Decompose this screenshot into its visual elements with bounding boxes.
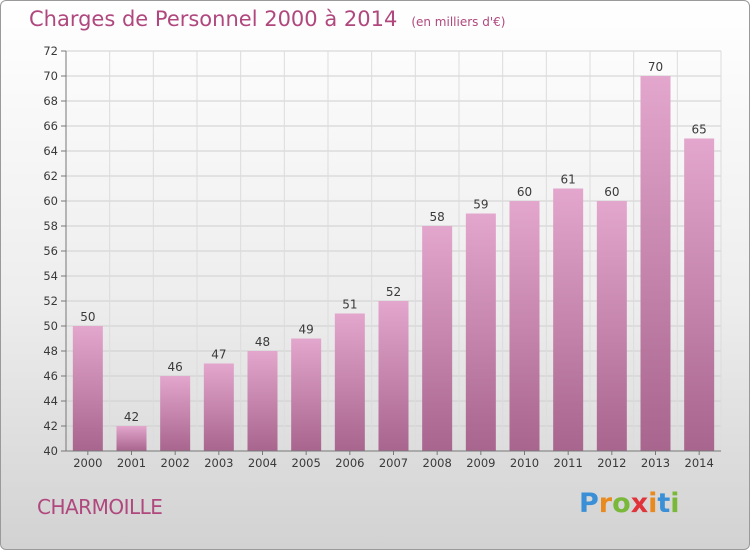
bar-2004	[247, 351, 278, 451]
logo-letter: i	[670, 488, 680, 519]
y-tick-label: 72	[43, 44, 58, 58]
x-tick-label-2000: 2000	[73, 456, 102, 470]
logo-letter: x	[630, 488, 649, 519]
bar-2014	[684, 138, 715, 451]
y-tick-label: 68	[43, 94, 58, 108]
axes: 40 42 44 46 48 50 52 54 56 58 60 62 64 66 68 70 72 2000 20…	[43, 44, 721, 470]
bar-2011	[553, 188, 584, 451]
y-tick-label: 62	[43, 169, 58, 183]
y-tick-label: 46	[43, 369, 58, 383]
bar-2008	[422, 226, 453, 451]
value-label-2008: 58	[430, 210, 445, 224]
y-tick-label: 50	[43, 319, 58, 333]
value-label-2013: 70	[648, 60, 663, 74]
value-label-2014: 65	[692, 123, 707, 137]
x-tick-label-2010: 2010	[510, 456, 539, 470]
value-label-2012: 60	[604, 185, 619, 199]
x-tick-label-2005: 2005	[292, 456, 321, 470]
x-tick-label-2013: 2013	[641, 456, 670, 470]
bar-2003	[203, 363, 234, 451]
title-line: Charges de Personnel 2000 à 2014 (en mill…	[29, 7, 505, 31]
x-tick-label-2014: 2014	[685, 456, 714, 470]
logo-letter: i	[648, 488, 658, 519]
x-tick-label-2007: 2007	[379, 456, 408, 470]
value-label-2006: 51	[342, 298, 357, 312]
value-label-2004: 48	[255, 335, 270, 349]
y-tick-label: 60	[43, 194, 58, 208]
x-tick-label-2004: 2004	[248, 456, 277, 470]
chart-title: Charges de Personnel 2000 à 2014	[29, 7, 398, 31]
bar-2010	[509, 201, 540, 451]
y-tick-label: 40	[43, 444, 58, 458]
x-tick-label-2002: 2002	[161, 456, 190, 470]
value-label-2010: 60	[517, 185, 532, 199]
commune-name: CHARMOILLE	[37, 495, 163, 519]
x-tick-label-2009: 2009	[466, 456, 495, 470]
value-label-2003: 47	[211, 348, 226, 362]
value-label-2011: 61	[561, 173, 576, 187]
y-tick-label: 66	[43, 119, 58, 133]
value-label-2005: 49	[299, 323, 314, 337]
value-label-2002: 46	[168, 360, 183, 374]
y-tick-label: 42	[43, 419, 58, 433]
logo-letter: r	[598, 488, 613, 519]
x-tick-label-2003: 2003	[204, 456, 233, 470]
bar-2002	[160, 376, 191, 451]
bar-2013	[640, 76, 671, 451]
bars: 50 42 46 47 48 49 51 52 58 59 60 61 60 70 65	[72, 60, 715, 451]
logo-letter: o	[612, 488, 631, 519]
value-label-2000: 50	[80, 310, 95, 324]
value-label-2001: 42	[124, 410, 139, 424]
y-tick-label: 64	[43, 144, 58, 158]
x-tick-label-2001: 2001	[117, 456, 146, 470]
y-tick-label: 52	[43, 294, 58, 308]
value-label-2007: 52	[386, 285, 401, 299]
y-tick-label: 56	[43, 244, 58, 258]
bar-2006	[334, 313, 365, 451]
bar-2009	[465, 213, 496, 451]
x-tick-label-2006: 2006	[335, 456, 364, 470]
proxiti-logo: Proxiti	[579, 488, 680, 519]
y-tick-label: 44	[43, 394, 58, 408]
chart-subtitle: (en milliers d'€)	[411, 15, 506, 29]
x-tick-label-2008: 2008	[423, 456, 452, 470]
y-tick-label: 48	[43, 344, 58, 358]
bar-2005	[291, 338, 322, 451]
bar-2001	[116, 426, 147, 451]
bar-2000	[72, 326, 103, 451]
x-tick-label-2012: 2012	[597, 456, 626, 470]
logo-letter: P	[579, 488, 599, 519]
y-tick-label: 58	[43, 219, 58, 233]
bar-2012	[596, 201, 627, 451]
logo-letter: t	[657, 488, 671, 519]
value-label-2009: 59	[473, 198, 488, 212]
y-tick-label: 54	[43, 269, 58, 283]
bar-2007	[378, 301, 409, 451]
x-tick-label-2011: 2011	[554, 456, 583, 470]
y-tick-label: 70	[43, 69, 58, 83]
